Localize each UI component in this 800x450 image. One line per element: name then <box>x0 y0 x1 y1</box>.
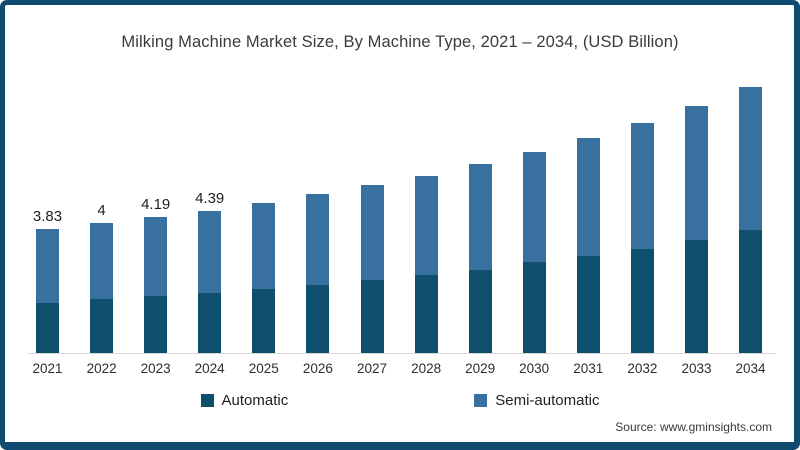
bar-segment-semi-automatic <box>468 164 492 270</box>
x-axis-label: 2027 <box>356 361 388 376</box>
x-axis-label: 2024 <box>194 361 225 376</box>
bar-segment-semi-automatic <box>576 138 600 256</box>
bar-segment-semi-automatic <box>739 87 762 230</box>
bar-segment-automatic <box>252 289 276 353</box>
x-axis-label: 2032 <box>627 361 658 376</box>
chart-title: Milking Machine Market Size, By Machine … <box>121 33 679 51</box>
bar-segment-automatic <box>360 280 384 353</box>
x-axis-label: 2025 <box>248 361 279 376</box>
bar-segment-semi-automatic <box>144 217 168 296</box>
bar-segment-semi-automatic <box>360 185 384 280</box>
bar-segment-automatic <box>685 240 708 353</box>
legend-entry-automatic: Automatic <box>200 392 289 409</box>
bar-segment-semi-automatic <box>198 211 222 293</box>
x-axis-label: 2034 <box>735 361 766 376</box>
bar-segment-automatic <box>144 296 168 353</box>
bar-total-label: 4 <box>97 202 106 219</box>
bar-segment-automatic <box>630 249 654 353</box>
bar-segment-automatic <box>468 270 492 353</box>
bar-total-label: 3.83 <box>32 208 63 225</box>
bar-segment-semi-automatic <box>36 229 59 303</box>
bar-segment-automatic <box>739 230 762 353</box>
bar-segment-automatic <box>414 275 438 353</box>
legend-swatch-automatic-icon <box>200 394 214 407</box>
x-axis-label: 2030 <box>519 361 550 376</box>
x-axis-label: 2023 <box>140 361 171 376</box>
x-axis-label: 2021 <box>32 361 63 376</box>
x-axis-label: 2026 <box>302 361 333 376</box>
bar-segment-automatic <box>522 262 546 353</box>
x-axis-line <box>28 353 776 354</box>
legend-swatch-semi-automatic-icon <box>474 394 488 407</box>
bar-total-label: 4.19 <box>141 196 171 213</box>
bar-segment-automatic <box>36 303 59 353</box>
x-axis-label: 2033 <box>681 361 712 376</box>
source-attribution: Source: www.gminsights.com <box>615 420 772 434</box>
bar-total-label: 4.39 <box>195 190 225 207</box>
bar-segment-semi-automatic <box>630 123 654 249</box>
legend-label-semi-automatic: Semi-automatic <box>495 392 600 409</box>
bar-segment-semi-automatic <box>685 106 708 240</box>
bar-segment-semi-automatic <box>252 203 276 289</box>
legend: Automatic Semi-automatic <box>0 392 800 409</box>
legend-label-automatic: Automatic <box>221 392 289 409</box>
x-axis-label: 2022 <box>86 361 117 376</box>
bar-segment-automatic <box>306 285 330 353</box>
bar-segment-automatic <box>198 293 222 353</box>
x-axis-label: 2031 <box>573 361 604 376</box>
x-axis-label: 2028 <box>411 361 442 376</box>
legend-entry-semi-automatic: Semi-automatic <box>474 392 599 409</box>
bar-segment-automatic <box>90 299 114 353</box>
bar-segment-semi-automatic <box>306 194 330 285</box>
bar-segment-semi-automatic <box>414 176 438 275</box>
bar-segment-automatic <box>576 256 600 353</box>
bar-segment-semi-automatic <box>522 152 546 262</box>
bar-segment-semi-automatic <box>90 223 114 299</box>
x-axis-label: 2029 <box>465 361 496 376</box>
